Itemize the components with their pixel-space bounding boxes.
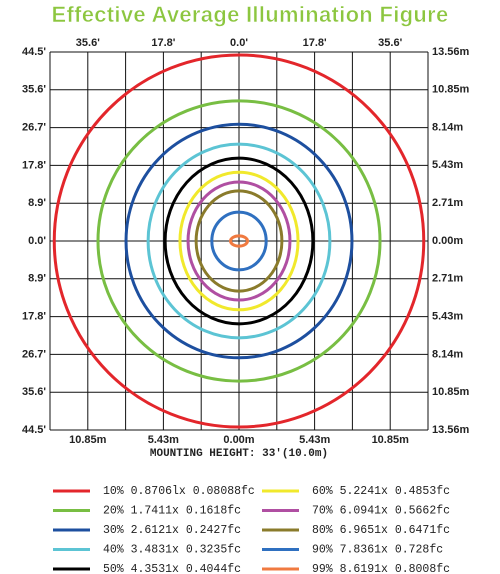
isoline — [163, 156, 315, 326]
y-tick-label: 44.5' — [22, 46, 46, 58]
x-tick-label: 35.6' — [378, 37, 402, 49]
y-tick-label: 26.7' — [22, 122, 46, 134]
y2-tick-label: 10.85m — [432, 386, 470, 398]
legend-label: 60% 5.2241x 0.4853fc — [312, 485, 450, 498]
legend-label: 10% 0.8706lx 0.08088fc — [103, 485, 255, 498]
legend-label: 20% 1.7411x 0.1618fc — [103, 505, 241, 518]
y-tick-label: 8.9' — [28, 197, 46, 209]
y-tick-label: 26.7' — [22, 348, 46, 360]
y2-tick-label: 13.56m — [432, 424, 470, 436]
y2-tick-label: 2.71m — [432, 197, 463, 209]
legend-label: 70% 6.0941x 0.5662fc — [312, 505, 450, 518]
isoline — [52, 53, 426, 429]
x-tick-label: 17.8' — [151, 37, 175, 49]
isoline — [229, 234, 249, 248]
y2-tick-label: 2.71m — [432, 273, 463, 285]
legend-label: 30% 2.6121x 0.2427fc — [103, 524, 241, 537]
x-tick-label: 35.6' — [76, 37, 100, 49]
y-tick-label: 0.0' — [28, 235, 46, 247]
isoline — [124, 122, 354, 360]
isoline — [194, 189, 284, 293]
x2-tick-label: 10.85m — [372, 434, 410, 446]
legend-label: 99% 8.6191x 0.8008fc — [312, 563, 450, 574]
y-tick-label: 35.6' — [22, 84, 46, 96]
y-tick-label: 8.9' — [28, 273, 46, 285]
y-tick-label: 17.8' — [22, 159, 46, 171]
x-axis-label: MOUNTING HEIGHT: 33'(10.0m) — [150, 448, 328, 460]
isoline — [146, 142, 332, 340]
isoline — [96, 99, 382, 383]
x2-tick-label: 5.43m — [148, 434, 179, 446]
x2-tick-label: 10.85m — [69, 434, 107, 446]
isoline — [178, 170, 300, 312]
y-tick-label: 44.5' — [22, 424, 46, 436]
isoline — [186, 180, 292, 302]
y2-tick-label: 5.43m — [432, 159, 463, 171]
y2-tick-label: 0.00m — [432, 235, 463, 247]
legend-label: 80% 6.9651x 0.6471fc — [312, 524, 450, 537]
y-tick-label: 17.8' — [22, 311, 46, 323]
y2-tick-label: 5.43m — [432, 311, 463, 323]
x2-tick-label: 5.43m — [299, 434, 330, 446]
x2-tick-label: 0.00m — [223, 434, 254, 446]
y2-tick-label: 13.56m — [432, 46, 470, 58]
isoline — [210, 210, 268, 272]
chart-title: Effective Average Illumination Figure — [51, 2, 448, 27]
y2-tick-label: 8.14m — [432, 121, 463, 133]
legend-label: 50% 4.3531x 0.4044fc — [103, 563, 241, 574]
x-tick-label: 0.0' — [230, 37, 248, 49]
legend-label: 40% 3.4831x 0.3235fc — [103, 544, 241, 557]
legend-label: 90% 7.8361x 0.728fc — [312, 544, 443, 557]
x-tick-label: 17.8' — [303, 37, 327, 49]
y2-tick-label: 8.14m — [432, 348, 463, 360]
y-tick-label: 35.6' — [22, 386, 46, 398]
y2-tick-label: 10.85m — [432, 84, 470, 96]
